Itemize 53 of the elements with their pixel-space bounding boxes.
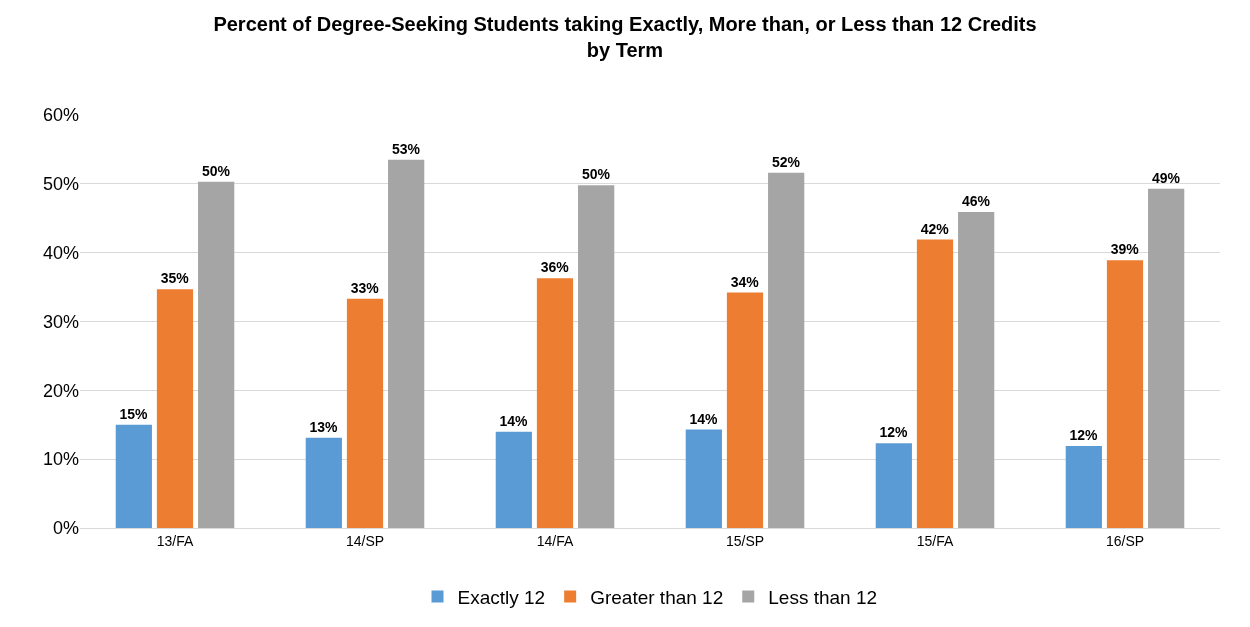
bar [875, 443, 912, 528]
legend-label: Exactly 12 [457, 586, 546, 608]
bar [726, 292, 764, 528]
bar [495, 431, 532, 528]
data-label: 12% [879, 424, 909, 441]
x-tick-label: 13/FA [156, 532, 194, 549]
data-label: 14% [499, 412, 529, 429]
data-label: 13% [309, 418, 339, 435]
data-label: 46% [961, 193, 991, 210]
y-tick-label: 30% [42, 311, 79, 332]
data-label: 53% [391, 140, 421, 157]
bar [685, 429, 722, 528]
bar [305, 437, 342, 528]
data-label: 36% [540, 259, 570, 276]
data-label: 35% [160, 270, 190, 287]
data-label: 52% [771, 153, 801, 170]
y-tick-label: 0% [52, 518, 79, 539]
data-label: 50% [201, 162, 231, 179]
bar [115, 424, 152, 528]
data-label: 49% [1151, 169, 1181, 186]
bar [198, 181, 235, 528]
y-tick-label: 50% [42, 174, 79, 195]
x-tick-label: 16/SP [1105, 532, 1145, 549]
x-tick-label: 14/SP [345, 532, 385, 549]
chart-title: Percent of Degree-Seeking Students taking Exactly, More than, or Less than 12 Credits by Term [213, 13, 1037, 62]
data-label: 34% [730, 273, 760, 290]
legend-label: Less than 12 [768, 586, 878, 608]
bar [346, 298, 384, 528]
bar [578, 185, 615, 528]
data-label: 33% [350, 279, 380, 296]
data-label: 14% [689, 410, 719, 427]
bar [388, 159, 425, 528]
legend-label: Greater than 12 [590, 586, 724, 608]
bar [916, 239, 954, 528]
x-tick-label: 15/SP [725, 532, 765, 549]
y-tick-label: 10% [42, 449, 79, 470]
bar [958, 212, 995, 528]
y-tick-label: 40% [42, 242, 79, 263]
data-label: 15% [119, 405, 149, 422]
bar [1106, 260, 1144, 528]
x-tick-label: 14/FA [536, 532, 574, 549]
data-label: 12% [1069, 427, 1099, 444]
y-tick-label: 60% [42, 105, 79, 126]
y-tick-label: 20% [42, 380, 79, 401]
data-label: 42% [920, 220, 950, 237]
bar [1065, 446, 1102, 528]
bar [1148, 188, 1185, 528]
bar [156, 289, 194, 528]
x-tick-label: 15/FA [916, 532, 954, 549]
data-label: 39% [1110, 241, 1140, 258]
bar [768, 172, 805, 528]
bar [536, 278, 574, 528]
data-label: 50% [581, 166, 611, 183]
